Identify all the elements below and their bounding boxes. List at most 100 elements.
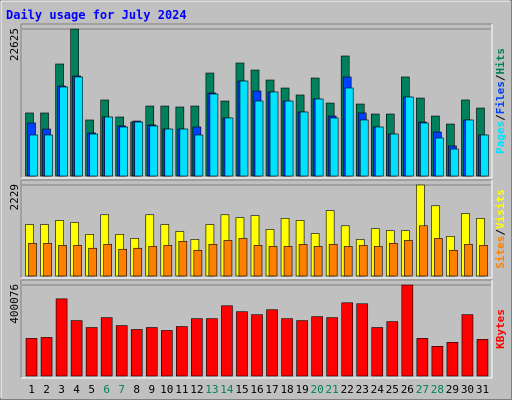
x-tick-label: 12 bbox=[190, 383, 203, 396]
bar bbox=[145, 327, 158, 377]
bar bbox=[176, 326, 188, 377]
bar bbox=[480, 134, 489, 177]
bar bbox=[179, 128, 189, 177]
x-tick-label: 10 bbox=[160, 383, 173, 396]
bar bbox=[269, 91, 279, 177]
bar bbox=[476, 339, 489, 377]
bar bbox=[341, 302, 353, 377]
bar bbox=[89, 133, 98, 177]
bar bbox=[371, 327, 384, 377]
bar bbox=[343, 246, 353, 277]
legend-entry: Hits bbox=[494, 48, 507, 75]
x-tick-label: 13 bbox=[205, 383, 218, 396]
bar bbox=[85, 327, 98, 377]
bar bbox=[148, 246, 158, 277]
bar bbox=[224, 117, 234, 177]
x-tick-label: 4 bbox=[73, 383, 80, 396]
bar bbox=[446, 342, 459, 377]
bar bbox=[434, 238, 443, 277]
x-tick-label: 28 bbox=[431, 383, 444, 396]
legend-separator: / bbox=[494, 229, 507, 236]
bar bbox=[73, 245, 82, 277]
x-tick-label: 20 bbox=[311, 383, 324, 396]
x-tick-label: 16 bbox=[250, 383, 263, 396]
x-tick-label: 27 bbox=[416, 383, 429, 396]
bar bbox=[465, 119, 474, 177]
bar bbox=[299, 111, 309, 177]
bar bbox=[130, 329, 143, 377]
bar bbox=[134, 121, 144, 177]
bar bbox=[115, 325, 128, 377]
bar bbox=[28, 243, 37, 277]
x-tick-label: 11 bbox=[175, 383, 188, 396]
bar bbox=[311, 316, 323, 377]
x-tick-label: 1 bbox=[28, 383, 35, 396]
legend-entry: KBytes bbox=[494, 309, 507, 349]
bar bbox=[253, 245, 263, 277]
bar bbox=[43, 243, 52, 277]
bar bbox=[374, 126, 384, 177]
bar bbox=[386, 321, 399, 377]
bar bbox=[314, 98, 324, 177]
bar bbox=[328, 244, 338, 277]
x-tick-label: 19 bbox=[295, 383, 308, 396]
bar bbox=[464, 244, 473, 277]
bar bbox=[236, 311, 248, 377]
bar bbox=[133, 247, 143, 277]
legend-separator: / bbox=[494, 114, 507, 121]
x-tick-label: 9 bbox=[148, 383, 155, 396]
bar bbox=[420, 122, 429, 177]
bar bbox=[58, 245, 67, 277]
x-tick-label: 6 bbox=[103, 383, 110, 396]
bar bbox=[100, 317, 113, 377]
x-tick-label: 5 bbox=[88, 383, 95, 396]
bar bbox=[356, 303, 369, 377]
bar bbox=[268, 246, 278, 277]
x-tick-label: 22 bbox=[341, 383, 354, 396]
bar bbox=[404, 240, 413, 277]
bar bbox=[239, 80, 249, 177]
legend: Sites/Visits bbox=[494, 189, 507, 269]
legend-entry: Sites bbox=[494, 236, 507, 269]
bar bbox=[435, 137, 444, 177]
x-tick-label: 24 bbox=[371, 383, 385, 396]
bar bbox=[208, 244, 218, 277]
bar bbox=[118, 248, 128, 277]
bar bbox=[74, 76, 83, 177]
x-tick-label: 30 bbox=[461, 383, 474, 396]
x-tick-label: 18 bbox=[280, 383, 293, 396]
bar bbox=[461, 314, 474, 377]
x-tick-label: 21 bbox=[326, 383, 339, 396]
y-tick-label: 2229 bbox=[8, 184, 21, 211]
bar bbox=[29, 134, 38, 177]
x-tick-label: 8 bbox=[133, 383, 140, 396]
bar bbox=[431, 346, 444, 377]
x-tick-label: 17 bbox=[265, 383, 278, 396]
bar bbox=[359, 119, 369, 177]
y-tick-label: 400076 bbox=[8, 284, 21, 324]
bar bbox=[149, 125, 159, 177]
bar bbox=[209, 93, 219, 177]
bar bbox=[25, 338, 38, 377]
legend-entry: Pages bbox=[494, 121, 507, 154]
legend: KBytes bbox=[494, 309, 507, 349]
bar bbox=[254, 100, 264, 177]
bar bbox=[388, 243, 398, 277]
bar bbox=[251, 314, 263, 377]
bar bbox=[55, 298, 68, 377]
bar bbox=[104, 116, 113, 177]
x-tick-label: 7 bbox=[118, 383, 125, 396]
bar bbox=[329, 117, 339, 177]
bar bbox=[163, 245, 173, 277]
legend-separator: / bbox=[494, 74, 507, 81]
x-tick-label: 14 bbox=[220, 383, 234, 396]
bar bbox=[40, 337, 53, 377]
bar bbox=[191, 318, 203, 377]
bar bbox=[298, 244, 308, 277]
bar bbox=[88, 247, 97, 277]
bar bbox=[193, 249, 203, 277]
chart-title: Daily usage for July 2024 bbox=[6, 8, 187, 22]
bar bbox=[326, 317, 338, 377]
bar bbox=[405, 96, 414, 177]
